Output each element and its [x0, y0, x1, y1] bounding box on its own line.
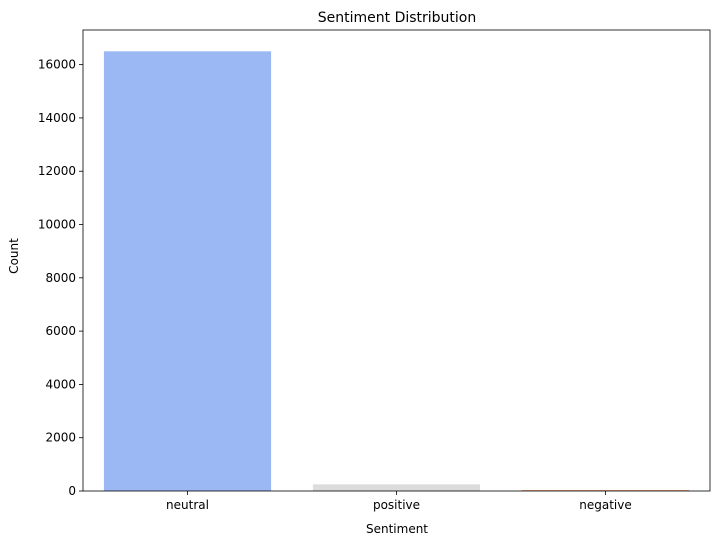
bar-negative: [521, 490, 690, 491]
y-tick-label: 14000: [38, 111, 76, 125]
y-tick-label: 12000: [38, 164, 76, 178]
axes-frame: [82, 29, 711, 492]
x-tick-label-positive: positive: [373, 498, 420, 512]
chart-title: Sentiment Distribution: [318, 10, 477, 26]
y-tick-label: 8000: [45, 271, 76, 285]
plot-area: neutral positive negative 0 2000 4000 6000 8000…: [38, 29, 711, 512]
y-tick-label: 0: [68, 484, 76, 498]
bar-positive: [312, 484, 481, 491]
y-tick-label: 16000: [38, 58, 76, 72]
y-tick-label: 10000: [38, 218, 76, 232]
bar-neutral: [103, 51, 272, 491]
y-tick-label: 2000: [45, 431, 76, 445]
x-axis-label: Sentiment: [366, 522, 428, 536]
x-tick-label-neutral: neutral: [166, 498, 209, 512]
y-axis-label: Count: [7, 238, 21, 274]
y-tick-label: 6000: [45, 324, 76, 338]
y-tick-label: 4000: [45, 377, 76, 391]
x-tick-label-negative: negative: [579, 498, 631, 512]
